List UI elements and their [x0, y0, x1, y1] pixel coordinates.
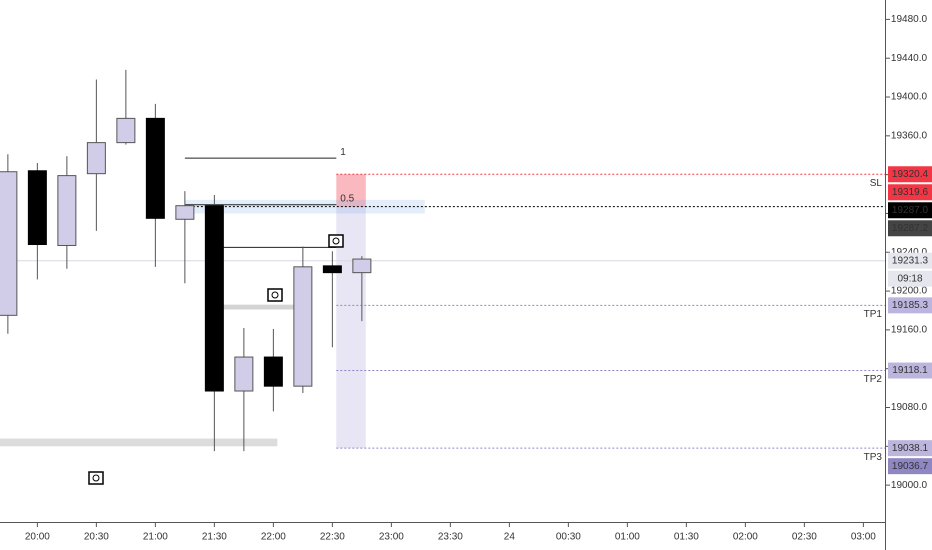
candle-body: [204, 205, 224, 392]
zone: [184, 199, 425, 214]
price-label-box: [888, 202, 932, 219]
zone: [0, 438, 278, 447]
x-tick-label: 24: [504, 532, 516, 543]
price-label-box: [888, 297, 932, 314]
x-tick-label: 02:30: [792, 532, 817, 543]
level-tag: SL: [870, 178, 883, 189]
y-tick-label: 19200.0: [891, 286, 928, 297]
candle-body: [57, 175, 77, 246]
y-tick-label: 19000.0: [891, 480, 928, 491]
candle-body: [116, 117, 136, 144]
candle-body: [27, 170, 47, 246]
plot-area: SL TP1 TP2 TP3 1 0.5: [0, 69, 885, 463]
zone: [336, 174, 366, 207]
y-tick-label: 19400.0: [891, 92, 928, 103]
x-tick-label: 23:30: [438, 532, 463, 543]
price-label: 19118.1: [892, 365, 928, 376]
price-label-box: [888, 440, 932, 457]
y-tick-label: 19480.0: [891, 14, 928, 25]
price-label: 19320.4: [892, 169, 929, 180]
candle-body: [86, 142, 106, 175]
level-tag: TP1: [864, 309, 883, 320]
price-label: 19036.7: [892, 461, 929, 472]
price-label-box: [888, 252, 932, 269]
countdown-box: [888, 270, 932, 287]
y-tick-label: 19360.0: [891, 130, 928, 141]
y-tick-label: 19240.0: [891, 247, 928, 258]
price-label-box: [888, 458, 932, 475]
candle-body: [352, 258, 372, 274]
price-label-box: [888, 220, 932, 237]
candle-body: [145, 117, 165, 219]
price-label: 19287.0: [892, 205, 929, 216]
candle-body: [175, 205, 195, 220]
x-tick-label: 03:00: [851, 532, 876, 543]
level-tag: TP3: [864, 452, 883, 463]
x-tick-label: 20:30: [84, 532, 109, 543]
indicator-icon: [88, 471, 104, 485]
x-tick-label: 01:30: [674, 532, 699, 543]
x-tick-label: 22:30: [320, 532, 345, 543]
zone: [214, 304, 305, 310]
price-label: 19185.3: [892, 300, 929, 311]
candle-body: [293, 266, 313, 387]
level-tag: TP2: [864, 374, 883, 385]
price-label-box: [888, 166, 932, 183]
x-tick-label: 21:00: [143, 532, 168, 543]
x-tick-label: 23:00: [379, 532, 404, 543]
candle-body: [234, 356, 254, 392]
x-tick-label: 00:30: [556, 532, 581, 543]
y-tick-label: 19080.0: [891, 402, 928, 413]
x-tick-label: 21:30: [202, 532, 227, 543]
countdown: 09:18: [897, 273, 922, 284]
candle-body: [0, 171, 18, 316]
x-tick-label: 20:00: [25, 532, 50, 543]
price-label: 19038.1: [892, 443, 929, 454]
price-label: 19231.3: [892, 255, 929, 266]
indicator-icon: [267, 288, 283, 302]
x-tick-label: 22:00: [261, 532, 286, 543]
price-label-box: [888, 184, 932, 201]
indicator-icon: [328, 234, 344, 248]
candle-body: [263, 356, 283, 387]
x-tick-label: 02:00: [733, 532, 758, 543]
y-tick-label: 19160.0: [891, 325, 928, 336]
candle-body: [322, 265, 342, 274]
price-label-box: [888, 362, 932, 379]
fib-label: 0.5: [340, 193, 354, 204]
fib-label: 1: [340, 147, 346, 158]
price-label: 19287.2: [892, 223, 929, 234]
y-tick-label: 19440.0: [891, 53, 928, 64]
x-tick-label: 01:00: [615, 532, 640, 543]
price-label: 19319.6: [892, 187, 929, 198]
